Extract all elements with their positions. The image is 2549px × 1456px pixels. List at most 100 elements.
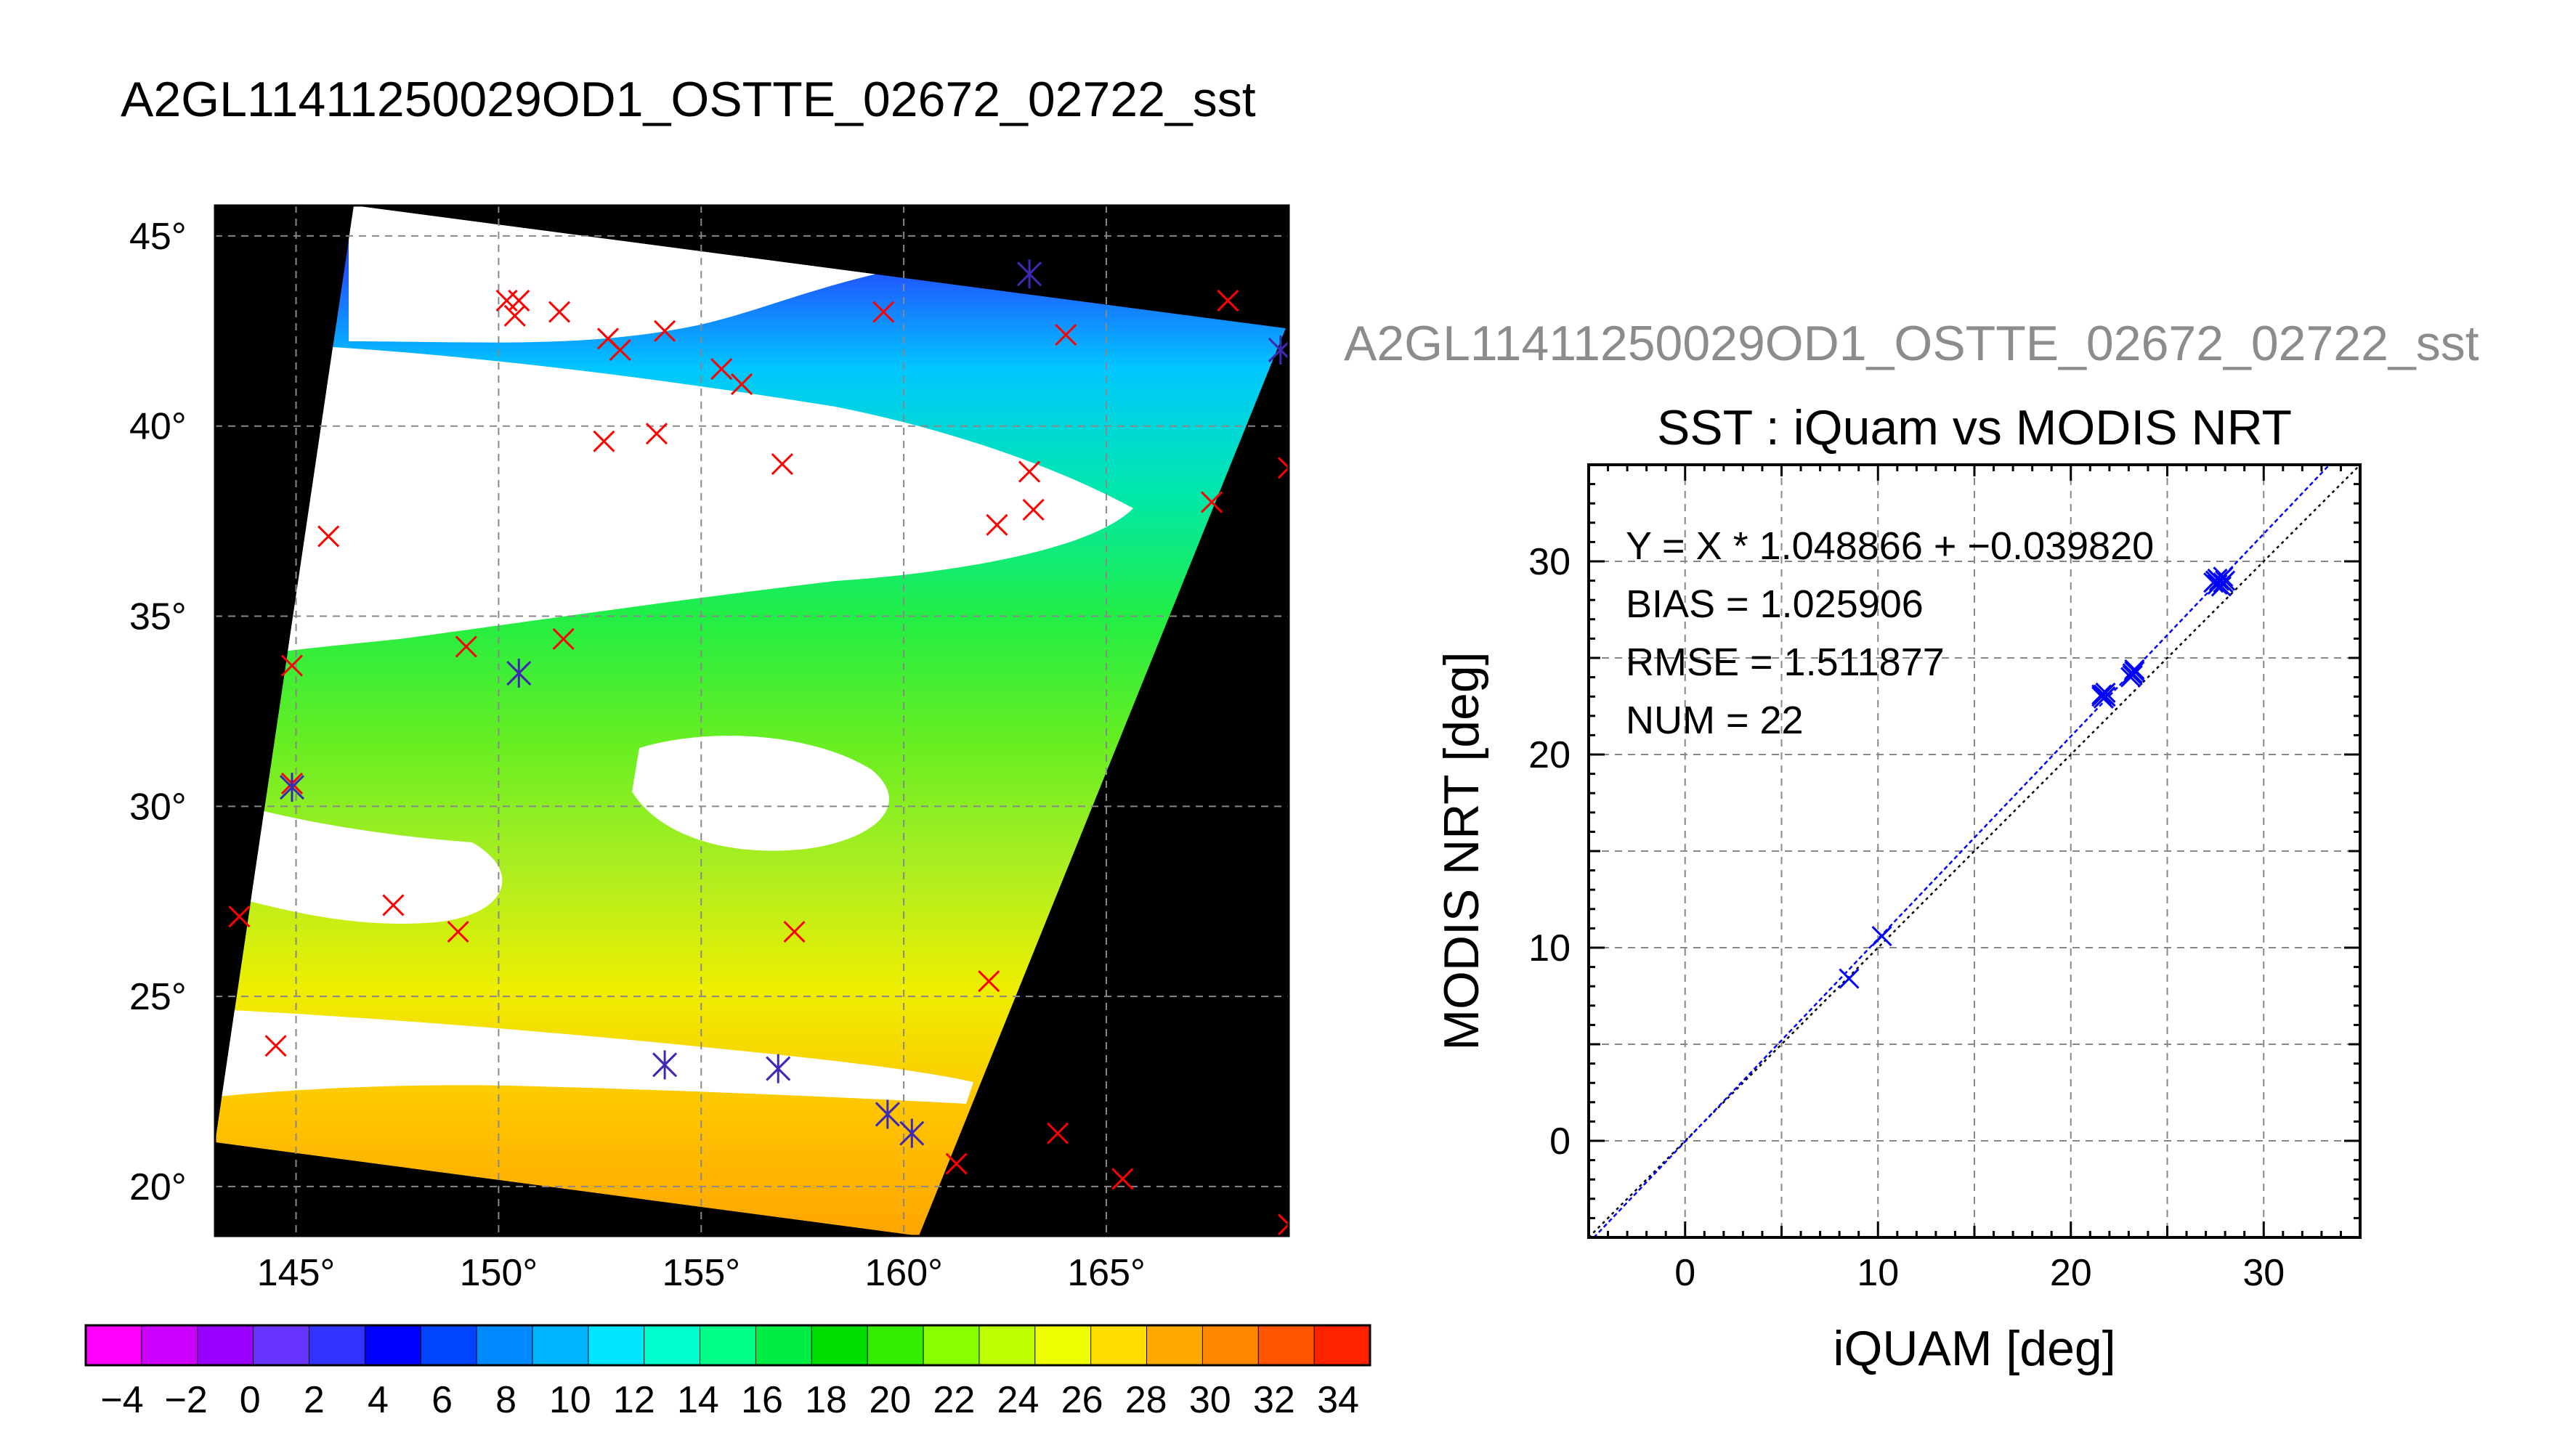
insitu-marker-stroke (986, 513, 1008, 536)
insitu-marker-stroke (593, 430, 615, 452)
insitu-marker-stroke (1277, 457, 1289, 470)
insitu-marker (1111, 1168, 1134, 1190)
insitu-marker (1277, 457, 1289, 479)
insitu-marker-stroke (455, 635, 477, 658)
colorbar-tick-label: 26 (1061, 1379, 1103, 1421)
insitu-marker (455, 635, 477, 658)
colorbar-tick-label: 16 (741, 1379, 783, 1421)
matched-marker (1016, 259, 1042, 289)
insitu-marker-stroke (730, 373, 753, 396)
insitu-marker-stroke (872, 301, 895, 323)
scatter-panel: A2GL11411250029OD1_OSTTE_02672_02722_sst… (1344, 316, 2479, 1376)
scatter-subtitle: A2GL11411250029OD1_OSTTE_02672_02722_sst (1344, 316, 2479, 371)
insitu-marker-stroke (645, 423, 668, 445)
colorbar-tick-label: 30 (1189, 1379, 1231, 1421)
colorbar-cell (700, 1325, 756, 1365)
insitu-marker-stroke (1277, 466, 1289, 479)
colorbar-cell (978, 1325, 1036, 1365)
insitu-marker-stroke (978, 970, 1000, 993)
colorbar-tick-label: 10 (549, 1379, 591, 1421)
stats-rmse: RMSE = 1.511877 (1626, 640, 1945, 684)
scatter-point-stroke (2124, 661, 2145, 682)
insitu-marker (609, 338, 631, 362)
colorbar-cell (1034, 1325, 1092, 1365)
insitu-marker-stroke (1200, 491, 1223, 513)
insitu-marker-stroke (228, 906, 251, 928)
insitu-marker-stroke (508, 289, 530, 312)
colorbar-tick-label: 12 (613, 1379, 655, 1421)
insitu-marker (593, 430, 615, 452)
colorbar-cell (365, 1325, 421, 1365)
insitu-marker-stroke (1047, 1122, 1069, 1144)
scatter-point-stroke (2093, 688, 2114, 709)
insitu-marker-stroke (771, 452, 793, 476)
colorbar-tick-label: 14 (677, 1379, 719, 1421)
insitu-marker-stroke (945, 1152, 968, 1175)
colorbar-cell (923, 1325, 980, 1365)
scatter-ticks: 0 10 20 30 0 10 20 30 (1528, 463, 2362, 1294)
colorbar-tick-labels: −4 −2 0 2 4 6 8 10 12 14 16 18 20 22 24 26 28 30 32 34 (100, 1379, 1359, 1421)
insitu-marker (548, 301, 571, 323)
insitu-marker-stroke (596, 328, 620, 350)
colorbar-frame (84, 1324, 1371, 1367)
insitu-marker (503, 304, 526, 327)
colorbar-cell (1146, 1325, 1203, 1365)
matched-marker (652, 1050, 678, 1080)
colorbar-cell (86, 1325, 142, 1365)
insitu-marker (1217, 289, 1239, 312)
insitu-marker (508, 289, 530, 312)
scatter-point-stroke (2095, 682, 2116, 703)
colorbar-tick-label: 4 (368, 1379, 389, 1421)
scatter-y-tick-label: 30 (1528, 541, 1571, 583)
scatter-x-tick-label: 10 (1857, 1252, 1899, 1294)
insitu-marker (945, 1152, 968, 1175)
colorbar: −4 −2 0 2 4 6 8 10 12 14 16 18 20 22 24 26 28 30 32 34 (84, 1324, 1371, 1421)
colorbar-tick-label: 2 (304, 1379, 325, 1421)
cloud-area-middle (632, 736, 889, 851)
colorbar-tick-label: 8 (495, 1379, 516, 1421)
insitu-marker (986, 513, 1008, 536)
map-lat-tick-label: 20° (129, 1166, 187, 1208)
scatter-gridlines (1589, 465, 2360, 1237)
insitu-marker (771, 452, 793, 476)
scatter-points (1839, 566, 2236, 989)
map-panel: 145° 150° 155° 160° 165° 20° 25° 30° 35° 40° 45° (129, 204, 1290, 1294)
stats-fit: Y = X * 1.048866 + −0.039820 (1626, 524, 2154, 568)
insitu-marker-stroke (609, 338, 631, 362)
scatter-y-tick-label: 0 (1549, 1121, 1571, 1163)
scatter-x-tick-label: 0 (1674, 1252, 1695, 1294)
scatter-x-tick-label: 20 (2050, 1252, 2092, 1294)
scatter-x-tick-label: 30 (2242, 1252, 2285, 1294)
insitu-marker (1055, 323, 1077, 346)
insitu-marker (654, 320, 676, 342)
scatter-stats: Y = X * 1.048866 + −0.039820 BIAS = 1.02… (1626, 524, 2154, 742)
colorbar-tick-label: 20 (869, 1379, 911, 1421)
insitu-marker (280, 654, 304, 677)
map-lat-tick-label: 30° (129, 786, 187, 828)
colorbar-tick-label: 34 (1317, 1379, 1359, 1421)
map-lon-tick-label: 150° (460, 1252, 538, 1294)
insitu-marker-stroke (552, 627, 575, 650)
insitu-marker (1022, 498, 1045, 521)
map-lat-tick-label: 45° (129, 216, 187, 258)
colorbar-cell (309, 1325, 365, 1365)
insitu-marker-stroke (317, 525, 340, 548)
colorbar-cell (811, 1325, 868, 1365)
scatter-title: SST : iQuam vs MODIS NRT (1657, 400, 2292, 455)
map-lat-tick-label: 25° (129, 976, 187, 1018)
identity-line (1589, 465, 2360, 1237)
scatter-point (2093, 688, 2114, 709)
insitu-marker (783, 921, 806, 943)
cloud-area-mid-west (218, 799, 503, 924)
scatter-point-stroke (2122, 664, 2143, 686)
map-lon-tick-label: 155° (662, 1252, 741, 1294)
insitu-marker-stroke (1018, 460, 1041, 483)
colorbar-cell (532, 1325, 589, 1365)
insitu-marker-stroke (710, 358, 733, 381)
map-tick-labels: 145° 150° 155° 160° 165° 20° 25° 30° 35° 40° 45° (129, 216, 1146, 1294)
cloud-area-south (218, 1009, 973, 1104)
insitu-marker (447, 921, 469, 943)
colorbar-tick-label: −2 (164, 1379, 207, 1421)
colorbar-cell (421, 1325, 477, 1365)
